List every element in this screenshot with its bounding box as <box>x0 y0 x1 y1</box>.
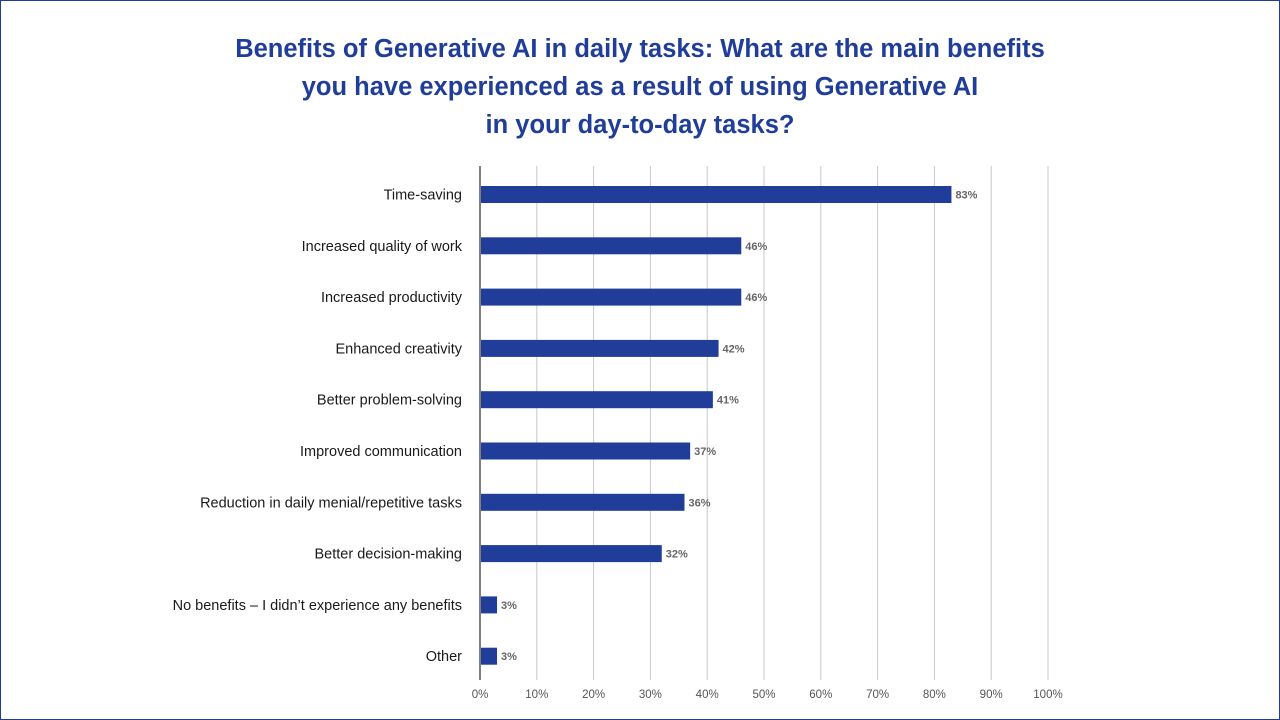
category-label: Increased quality of work <box>302 239 463 255</box>
bar <box>481 545 662 563</box>
category-label: Other <box>426 649 462 665</box>
value-label: 3% <box>501 651 517 663</box>
bar <box>481 647 498 665</box>
bar <box>481 493 685 511</box>
value-label: 46% <box>745 292 767 304</box>
x-tick-label: 70% <box>866 689 889 701</box>
value-label: 83% <box>955 190 977 202</box>
value-label: 32% <box>666 549 688 561</box>
category-label: Enhanced creativity <box>335 341 462 357</box>
label-layer: 0% 10% 20% 30% 40% 50% 60% 70% 80% 90% 100% Time-sa… <box>173 188 1063 702</box>
x-tick-label: 100% <box>1033 689 1062 701</box>
bar <box>481 596 498 614</box>
chart-title-line-1: Benefits of Generative AI in daily tasks… <box>235 35 1045 63</box>
x-tick-label: 80% <box>923 689 946 701</box>
category-label: Better decision-making <box>315 547 463 563</box>
value-label: 3% <box>501 600 517 612</box>
chart-title-line-3: in your day-to-day tasks? <box>485 111 795 139</box>
bar-layer <box>481 186 952 665</box>
bar <box>481 288 742 306</box>
bar <box>481 237 742 255</box>
value-label: 36% <box>688 497 710 509</box>
chart-title-line-2: you have experienced as a result of usin… <box>301 73 979 101</box>
x-tick-label: 30% <box>639 689 662 701</box>
chart-title: Benefits of Generative AI in daily tasks… <box>140 30 1140 144</box>
bar <box>481 391 713 409</box>
x-tick-label: 90% <box>980 689 1003 701</box>
category-label: Better problem-solving <box>317 393 462 409</box>
x-tick-label: 50% <box>752 689 775 701</box>
category-label: Increased productivity <box>321 290 463 306</box>
x-tick-label: 10% <box>525 689 548 701</box>
value-label: 41% <box>717 395 739 407</box>
category-label: Improved communication <box>300 444 462 460</box>
value-label: 46% <box>745 241 767 253</box>
value-label: 37% <box>694 446 716 458</box>
x-tick-label: 40% <box>696 689 719 701</box>
bar <box>481 186 952 203</box>
category-label: Time-saving <box>384 188 462 204</box>
x-tick-label: 0% <box>472 689 489 701</box>
category-label: No benefits – I didn’t experience any be… <box>173 598 462 614</box>
category-label: Reduction in daily menial/repetitive tas… <box>200 495 462 511</box>
x-tick-label: 20% <box>582 689 605 701</box>
bar <box>481 442 691 460</box>
value-label: 42% <box>723 343 745 355</box>
bar <box>481 339 719 357</box>
x-tick-label: 60% <box>809 689 832 701</box>
